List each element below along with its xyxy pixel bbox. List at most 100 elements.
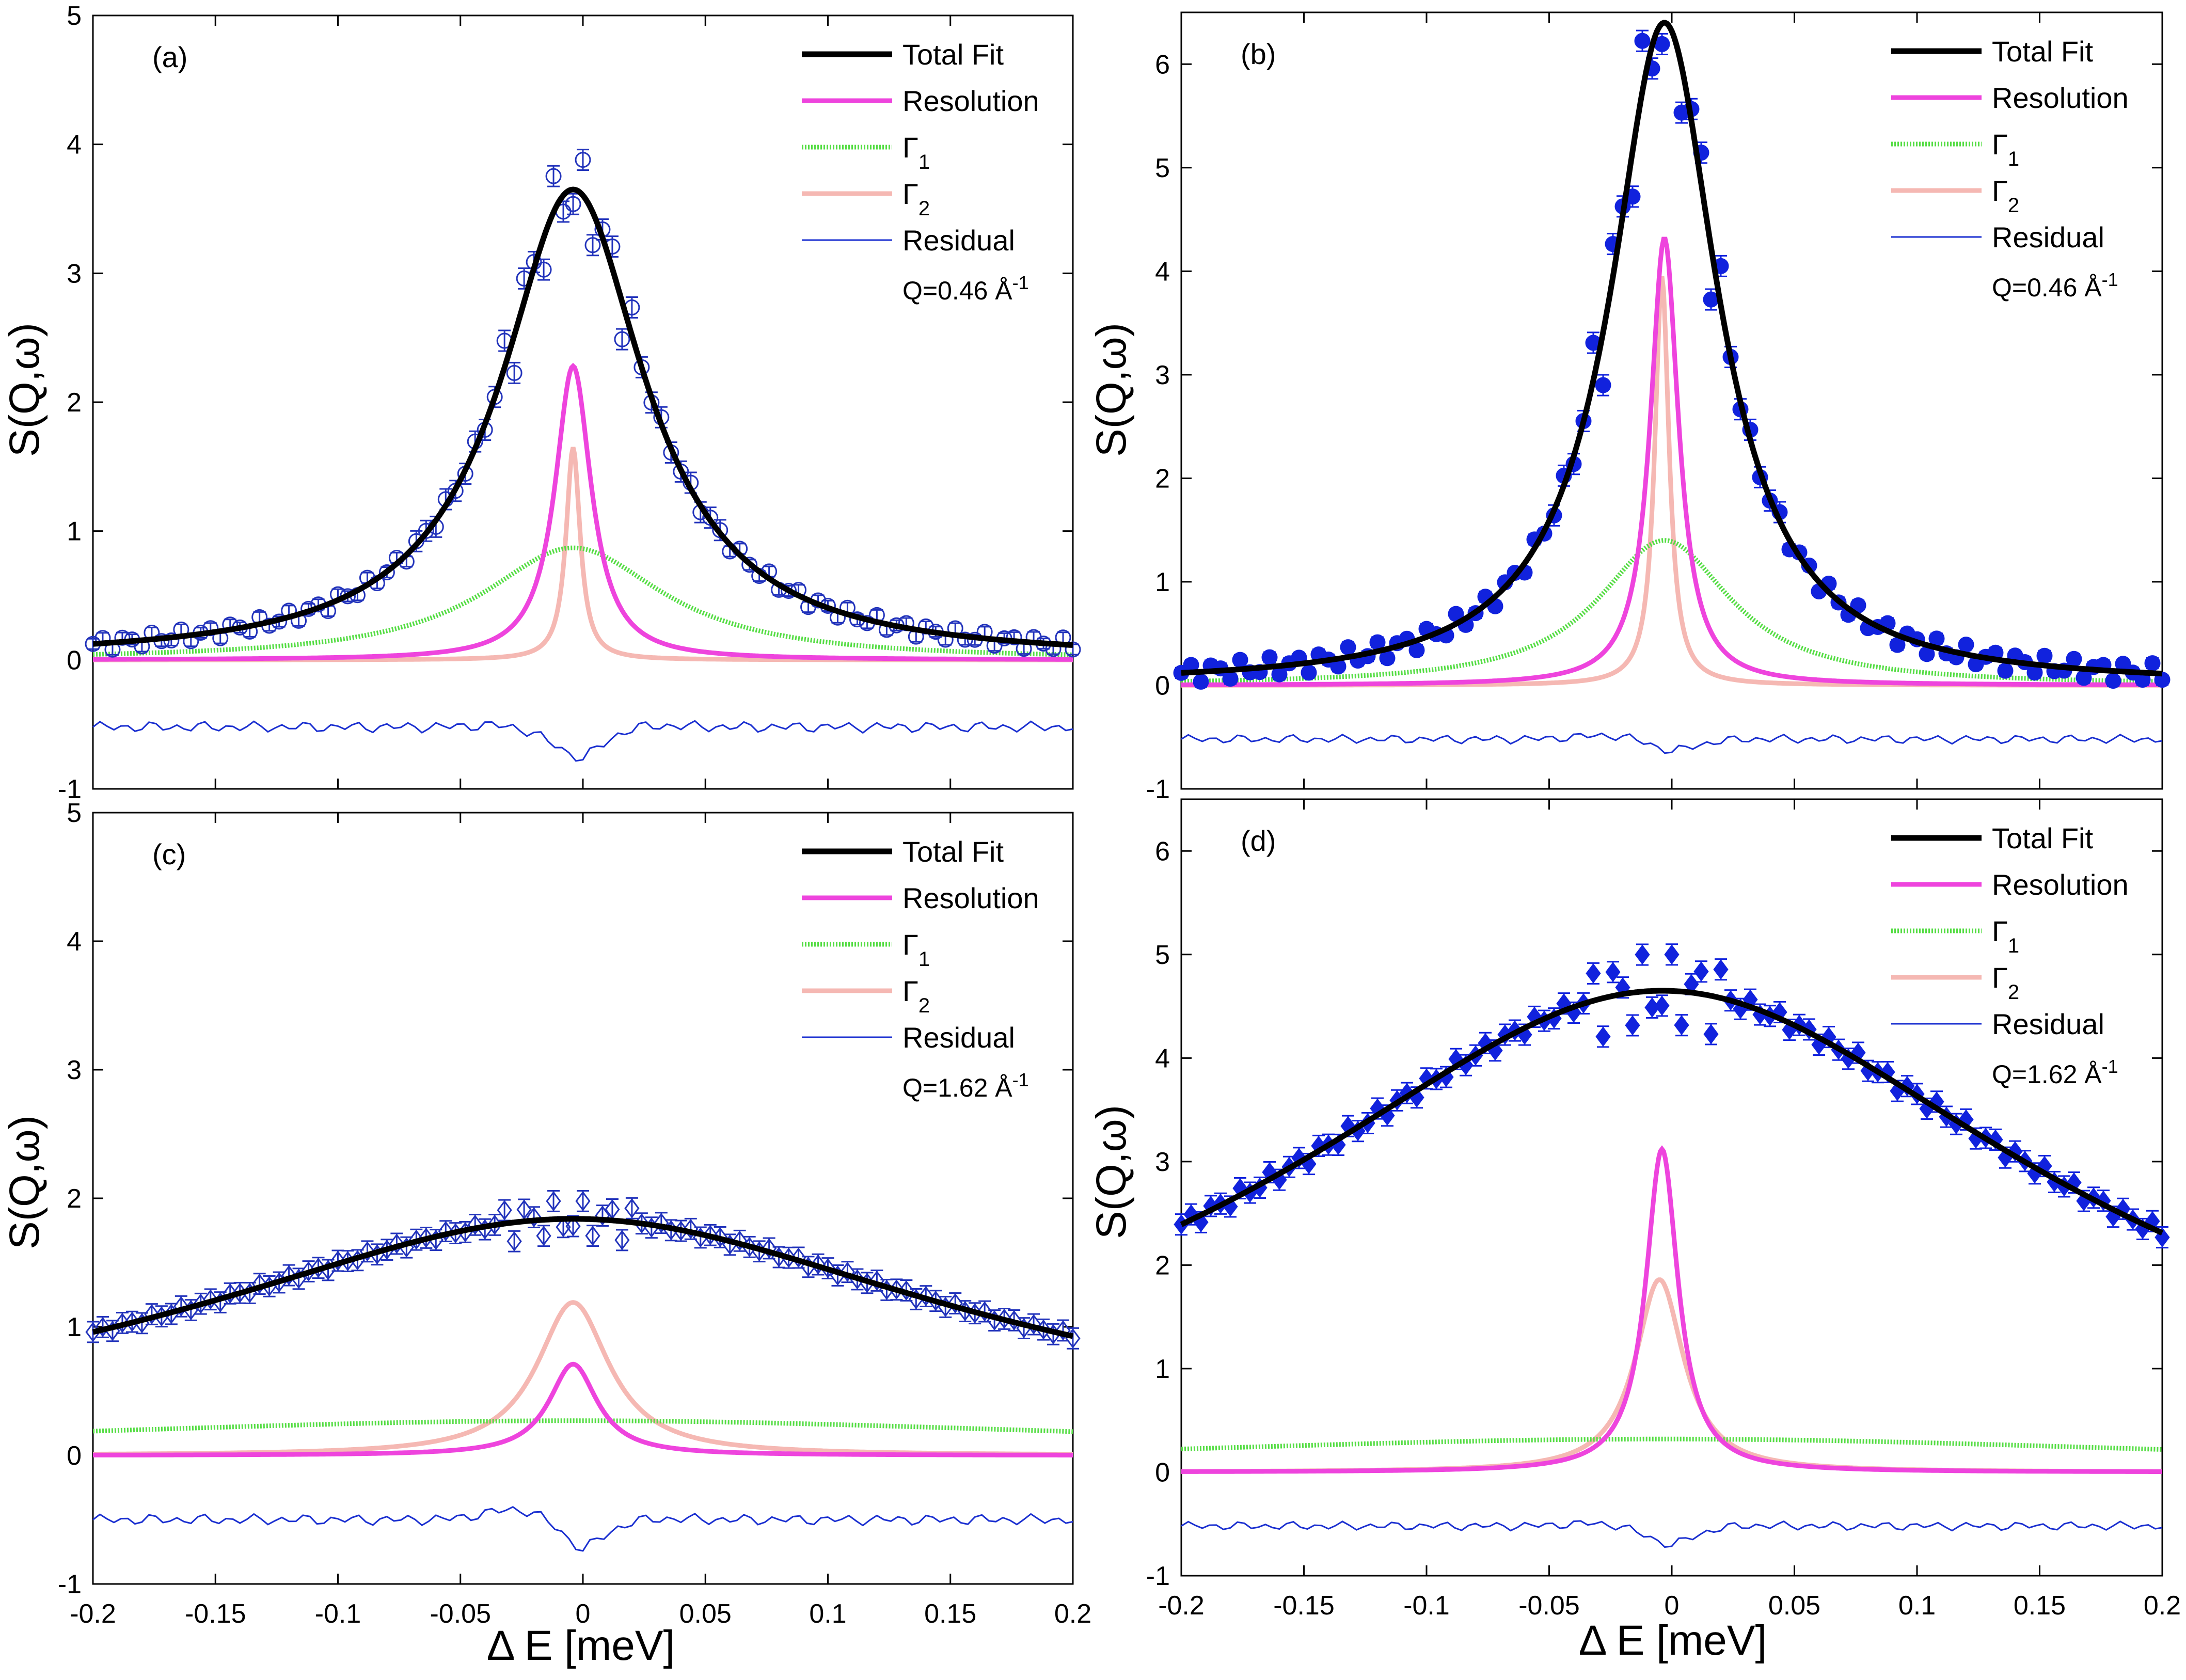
x-tick-label: -0.05 <box>430 1599 491 1629</box>
y-axis-label: S(Q,ω) <box>1088 1105 1135 1239</box>
legend-label: Total Fit <box>1992 35 2093 68</box>
gamma1-curve <box>1181 538 2162 684</box>
data-point <box>585 1226 600 1246</box>
data-point <box>389 1233 405 1254</box>
q-label-exponent: -1 <box>2102 1056 2118 1077</box>
data-point <box>2105 673 2121 689</box>
y-tick-label: 5 <box>67 798 82 828</box>
q-label: Q=1.62 Å-1 <box>902 1069 1029 1103</box>
x-tick-label: -0.15 <box>1273 1591 1335 1621</box>
total-fit-curve <box>1180 988 2164 1236</box>
data-point <box>418 522 434 539</box>
y-axis-label: S(Q,ω) <box>1 323 48 457</box>
q-label: Q=0.46 Å-1 <box>1992 269 2118 303</box>
y-tick-label: 0 <box>67 1441 82 1471</box>
y-tick-label: -1 <box>58 774 82 804</box>
data-point <box>1586 963 1601 984</box>
legend-label: Residual <box>1992 1008 2104 1040</box>
data-point <box>526 1207 542 1228</box>
x-tick-label: 0.05 <box>679 1599 732 1629</box>
data-point <box>1193 673 1209 690</box>
y-tick-label: 1 <box>67 517 82 547</box>
gamma1-curve <box>1181 1436 2163 1452</box>
x-tick-label: -0.2 <box>1158 1591 1205 1621</box>
gamma1-curve <box>92 545 1073 657</box>
data-point <box>252 1274 267 1294</box>
q-label-exponent: -1 <box>2102 269 2118 290</box>
data-point <box>2155 1227 2170 1248</box>
data-point <box>1634 33 1651 49</box>
data-point <box>1222 671 1239 687</box>
residual-curve <box>92 720 1073 762</box>
data-point <box>898 1280 914 1301</box>
data-point <box>2036 647 2053 664</box>
data-point <box>565 1216 581 1237</box>
legend-subscript: 2 <box>2008 981 2019 1004</box>
data-point <box>624 1198 640 1218</box>
data-point <box>2066 651 2082 667</box>
data-point <box>1291 1148 1307 1168</box>
legend-label: Resolution <box>1992 868 2129 901</box>
y-tick-label: 1 <box>67 1312 82 1342</box>
x-tick-label: 0.2 <box>2144 1591 2181 1621</box>
x-tick-label: 0 <box>576 1599 591 1629</box>
data-point <box>1605 962 1621 982</box>
legend-label: Total Fit <box>1992 822 2093 854</box>
legend-label: Total Fit <box>902 38 1004 71</box>
legend-label: Resolution <box>902 85 1039 117</box>
q-label: Q=0.46 Å-1 <box>902 272 1029 306</box>
x-tick-label: 0.15 <box>2014 1591 2066 1621</box>
x-tick-label: 0.2 <box>1054 1599 1091 1629</box>
data-point <box>575 1191 591 1211</box>
data-point <box>536 1226 551 1246</box>
data-point <box>95 1317 110 1337</box>
y-axis-label: S(Q,ω) <box>1088 323 1135 457</box>
y-tick-label: 2 <box>67 388 82 418</box>
data-point <box>467 1214 483 1235</box>
data-point <box>1674 1015 1689 1036</box>
legend-label: Resolution <box>1992 82 2129 114</box>
x-tick-label: -0.15 <box>185 1599 246 1629</box>
data-point <box>1261 649 1278 665</box>
y-tick-label: 3 <box>1155 1147 1170 1177</box>
data-point <box>1065 641 1081 658</box>
y-tick-label: 2 <box>67 1184 82 1214</box>
data-point <box>114 629 131 646</box>
data-point <box>418 1227 434 1248</box>
y-tick-label: 5 <box>67 1 82 31</box>
data-point <box>359 1241 375 1262</box>
data-point <box>545 168 562 184</box>
resolution-curve <box>93 1361 1073 1457</box>
y-tick-label: -1 <box>1146 1561 1170 1591</box>
q-label-exponent: -1 <box>1012 1069 1029 1090</box>
data-point <box>761 1238 777 1259</box>
data-point <box>1595 1026 1611 1047</box>
y-tick-label: 3 <box>67 1055 82 1085</box>
data-point <box>1958 637 1974 653</box>
data-point <box>2007 1141 2023 1162</box>
x-tick-label: -0.1 <box>315 1599 361 1629</box>
data-point <box>1625 1015 1640 1036</box>
data-point <box>732 1230 748 1251</box>
data-point <box>918 1286 933 1307</box>
data-point <box>1232 652 1248 668</box>
data-point <box>506 1231 522 1251</box>
y-tick-label: 3 <box>67 259 82 289</box>
panel-label: (a) <box>152 41 187 73</box>
x-axis-label: Δ E [meV] <box>1579 1617 1767 1664</box>
panel-c: -0.2 -0.15 -0.1 -0.05 0 0.05 0.1 0.15 0.2 -1 0 1 2 3 4… <box>58 798 1091 1629</box>
data-point <box>1399 1083 1415 1103</box>
data-point <box>977 1301 992 1322</box>
residual-curve <box>92 1505 1073 1552</box>
y-tick-label: 1 <box>1155 1354 1170 1384</box>
resolution-curve <box>93 362 1073 662</box>
x-tick-label: 0.05 <box>1768 1591 1820 1621</box>
x-tick-label: 0 <box>1665 1591 1680 1621</box>
data-point <box>173 1296 189 1317</box>
data-point <box>1006 629 1022 645</box>
legend-subscript: 2 <box>918 197 930 220</box>
